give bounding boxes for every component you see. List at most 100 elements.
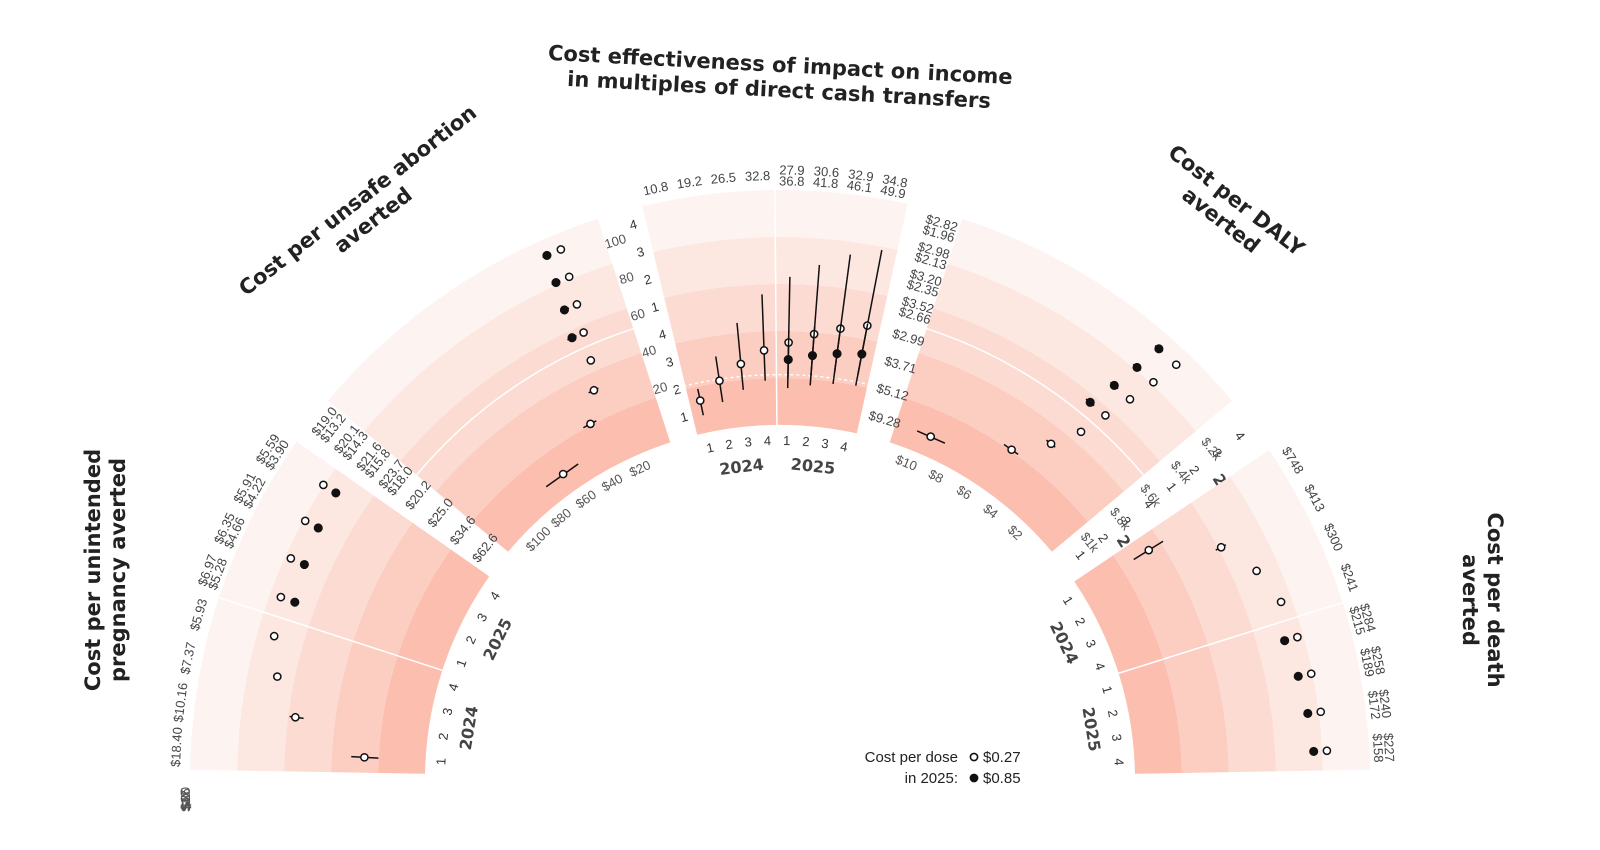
value-label: 36.8 [779,173,805,188]
quarter-label: 1 [650,299,661,315]
panel-title-text: Cost per DALYaverted [1148,140,1309,281]
value-label: $300 [1321,521,1346,554]
band [1113,528,1229,773]
tick-label: $80 [548,505,574,530]
point-open [564,272,574,282]
quarter-label: 4 [764,433,772,448]
tick-label: $60 [573,487,599,512]
value-label: 46.1 [846,177,873,195]
point-open [1144,545,1154,555]
point-filled [1109,380,1119,390]
value-label: $241 [1338,561,1362,593]
quarter-label: 2 [671,381,682,397]
point-open [1293,632,1302,642]
band [284,495,413,773]
point-open [572,300,582,309]
value-label: $10.16 [171,682,191,723]
legend-filled-marker [969,773,979,783]
point-open [1171,360,1181,370]
quarter-label: 3 [744,434,753,450]
error-bar [761,294,766,381]
band [904,352,1124,522]
error-bar [736,322,745,390]
year-divider [926,328,1145,476]
tick-label: $4 [980,501,1001,522]
quarter-label: 3 [1109,733,1125,742]
quarter-label: 2 [462,633,479,646]
point-open [715,376,724,386]
tick-label: $12 [178,790,194,812]
value-label: 30.6 [813,163,839,180]
quarter-label: 2 [642,271,653,287]
tick-label: 20 [651,379,669,398]
point-filled [807,350,818,361]
point-open [736,359,746,369]
value-label: 49.9 [879,182,907,202]
value-label: 41.8 [813,174,839,191]
point-open [1125,394,1135,404]
band [472,397,671,552]
point-open [1322,746,1332,756]
value-label: 32.9 [847,166,874,184]
tick-label: $20 [178,787,194,809]
tick-label: $.8k [1107,504,1134,533]
point-open [586,419,595,429]
year-divider [218,596,443,672]
value-label: 27.9 [779,162,805,177]
value-label: $215 [1346,605,1368,637]
panel-title: Cost per unintendedpregnancy averted [81,449,130,691]
point-open [360,752,369,762]
quarter-label: 1 [783,433,791,448]
panel-title-line: Cost per unintended [81,449,105,691]
panel-title-line: averted [1458,554,1482,646]
panel-title-line: Cost per unsafe abortion [234,100,481,300]
panel-title: Cost effectiveness of impact on incomein… [546,41,1014,114]
quarter-label: 3 [1083,637,1100,650]
tick-label: $8 [178,795,194,810]
legend: Cost per dose in 2025: $0.27 $0.85 [865,749,1021,787]
band [1230,450,1370,771]
year-divider [1118,601,1343,674]
quarter-label: 2 [435,732,451,741]
panel-1: $20$16$12$8$41234123420242025$18.40$10.1… [81,431,516,812]
band [933,263,1196,462]
tick-label: $20 [627,457,653,480]
quarter-label: 1 [1164,480,1180,495]
point-filled [1132,362,1142,373]
value-label: $7.37 [177,641,198,676]
quarter-label: 3 [820,436,829,452]
point-filled [1085,397,1095,407]
tick-label: $16 [178,788,194,810]
band [331,522,451,773]
point-open [1076,427,1086,437]
tick-label: $4 [178,796,194,811]
quarter-label: 2 [1072,615,1089,628]
point-filled [551,277,561,288]
point-open [579,328,588,337]
point-filled [559,305,569,315]
point-open [286,554,296,563]
tick-label: $.2k [1198,434,1225,463]
quarter-label: 4 [445,682,461,693]
point-open [759,346,769,355]
quarter-label: 3 [439,707,455,717]
band [364,263,627,462]
quarter-label: 1 [433,757,448,765]
value-label: $284 [1357,602,1379,634]
point-open [1276,597,1286,607]
point-filled [1280,636,1290,646]
point-filled [783,355,793,365]
quarter-label: 4 [1092,660,1109,672]
band [400,308,642,492]
reference-line [671,373,882,391]
value-label: $172 [1365,690,1384,721]
band [436,352,656,522]
quarter-label: 3 [664,354,675,370]
quarter-label: 2 [724,436,733,452]
panel-title: Cost per DALYaverted [1148,140,1310,281]
tick-label: $10 [894,452,920,474]
point-open [319,480,328,490]
legend-filled-label: $0.85 [983,770,1021,787]
panel-title-text: Cost effectiveness of impact on incomein… [546,41,1013,114]
